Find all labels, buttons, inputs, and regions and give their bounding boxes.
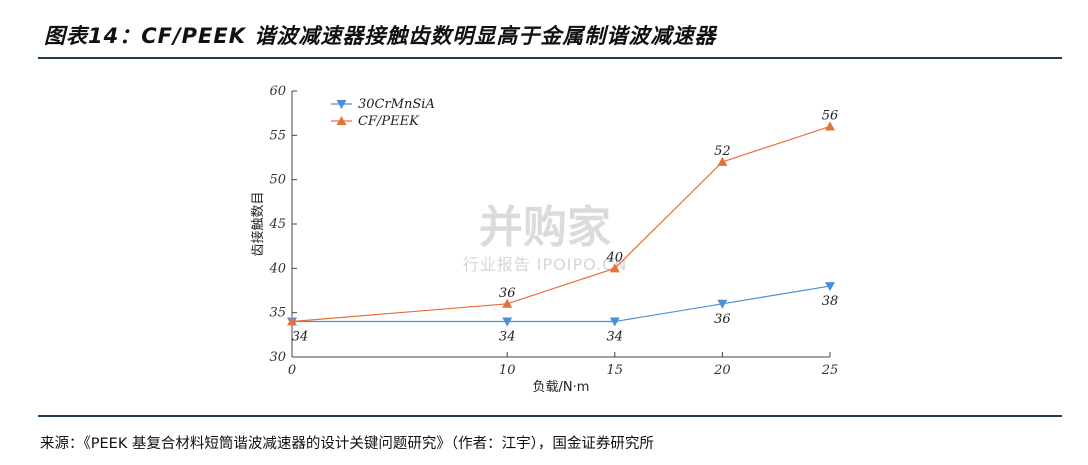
triangle-down-marker bbox=[609, 317, 620, 327]
watermark-sub-text: 行业报告 IPOIPO.CN bbox=[463, 255, 628, 274]
legend: 30CrMnSiA CF/PEEK bbox=[331, 97, 435, 129]
top-rule bbox=[38, 57, 1062, 59]
data-label: 34 bbox=[607, 330, 624, 345]
triangle-up-marker bbox=[287, 316, 297, 326]
x-tick-label: 15 bbox=[607, 363, 624, 378]
y-tick-label: 30 bbox=[269, 350, 286, 365]
series-line-0 bbox=[292, 285, 831, 323]
watermark: 并购家 行业报告 IPOIPO.CN bbox=[463, 202, 628, 274]
data-label: 52 bbox=[714, 144, 731, 159]
data-label: 40 bbox=[606, 250, 624, 265]
triangle-down-marker bbox=[825, 282, 835, 292]
legend-label: CF/PEEK bbox=[358, 114, 420, 129]
source-note: 来源：《PEEK 基复合材料短筒谐波减速器的设计关键问题研究》（作者：江宇），国… bbox=[40, 436, 654, 452]
y-tick-label: 50 bbox=[269, 173, 286, 188]
figure-title: 图表14：CF/PEEK 谐波减速器接触齿数明显高于金属制谐波减速器 bbox=[44, 24, 717, 48]
triangle-up-marker bbox=[609, 263, 620, 273]
x-tick-label: 25 bbox=[821, 363, 839, 378]
triangle-down-marker bbox=[717, 299, 728, 309]
y-axis-label: 齿接触数目 bbox=[250, 191, 266, 256]
data-label: 34 bbox=[292, 330, 309, 345]
y-tick-label: 60 bbox=[269, 84, 286, 99]
triangle-down-marker bbox=[336, 100, 347, 109]
triangle-up-marker bbox=[825, 121, 835, 131]
watermark-main-text: 并购家 bbox=[479, 202, 611, 253]
data-label: 34 bbox=[499, 330, 516, 345]
x-tick-label: 20 bbox=[713, 363, 731, 378]
data-label: 36 bbox=[714, 312, 731, 327]
triangle-up-marker bbox=[717, 156, 728, 166]
data-label: 36 bbox=[499, 286, 516, 301]
y-tick-label: 55 bbox=[269, 128, 286, 143]
x-axis-label: 负载/N·m bbox=[533, 380, 590, 395]
y-tick-label: 45 bbox=[268, 217, 286, 232]
x-tick-label: 10 bbox=[499, 363, 516, 378]
legend-label: 30CrMnSiA bbox=[358, 97, 435, 112]
x-tick-label: 0 bbox=[288, 363, 296, 378]
y-tick-label: 40 bbox=[268, 261, 286, 276]
triangle-up-marker bbox=[502, 298, 513, 308]
triangle-down-marker bbox=[502, 317, 513, 327]
triangle-up-marker bbox=[336, 116, 347, 125]
bottom-rule bbox=[38, 415, 1062, 417]
y-tick-label: 35 bbox=[269, 306, 286, 321]
series-layer: 34 34 34 36 38 36 40 52 56 bbox=[287, 108, 839, 345]
chart-axes: 30 35 40 45 50 55 60 0 10 15 20 25 bbox=[268, 84, 838, 378]
data-label: 56 bbox=[822, 108, 839, 123]
data-label: 38 bbox=[822, 294, 839, 309]
